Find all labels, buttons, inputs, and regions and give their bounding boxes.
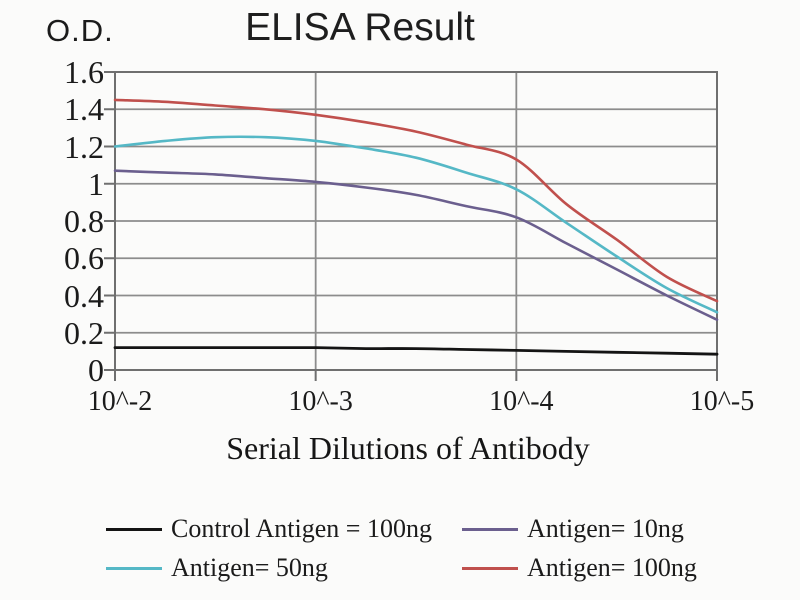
chart-title: ELISA Result — [245, 6, 475, 49]
legend-line-swatch — [462, 527, 518, 531]
y-axis-unit-label: O.D. — [46, 13, 114, 48]
x-tick-label: 10^-5 — [689, 386, 755, 417]
y-tick-label: 0.6 — [64, 240, 104, 277]
y-tick-label: 0.2 — [64, 314, 104, 351]
chart-legend: Control Antigen = 100ng Antigen= 10ng Anti… — [106, 513, 726, 584]
legend-item: Antigen= 50ng — [106, 552, 462, 584]
y-tick-label: 1.4 — [64, 91, 104, 128]
legend-item: Antigen= 100ng — [462, 552, 726, 584]
legend-line-swatch — [462, 566, 518, 570]
series-line-4 — [113, 98, 719, 303]
legend-item: Antigen= 10ng — [462, 513, 726, 545]
plot-border — [114, 71, 718, 371]
x-tick-label: 10^-4 — [489, 386, 554, 417]
series-line-3 — [113, 135, 719, 314]
legend-label: Antigen= 10ng — [527, 514, 684, 543]
legend-line-swatch — [106, 527, 162, 531]
x-axis-title: Serial Dilutions of Antibody — [226, 430, 590, 466]
legend-item: Control Antigen = 100ng — [106, 513, 462, 545]
series-line-1 — [113, 346, 719, 356]
y-tick-label: 1 — [88, 165, 104, 202]
y-tick-label: 1.6 — [64, 54, 104, 90]
y-tick-label: 0.8 — [64, 203, 104, 239]
x-tick-label: 10^-3 — [288, 386, 353, 417]
x-tick-label: 10^-2 — [87, 386, 153, 417]
legend-label: Antigen= 100ng — [527, 553, 697, 582]
legend-line-swatch — [106, 566, 162, 570]
y-tick-label: 0 — [88, 352, 104, 388]
y-tick-label: 0.4 — [64, 277, 104, 314]
legend-label: Antigen= 50ng — [171, 553, 328, 582]
legend-label: Control Antigen = 100ng — [171, 514, 432, 543]
y-tick-label: 1.2 — [64, 128, 104, 165]
series-line-2 — [113, 169, 719, 321]
